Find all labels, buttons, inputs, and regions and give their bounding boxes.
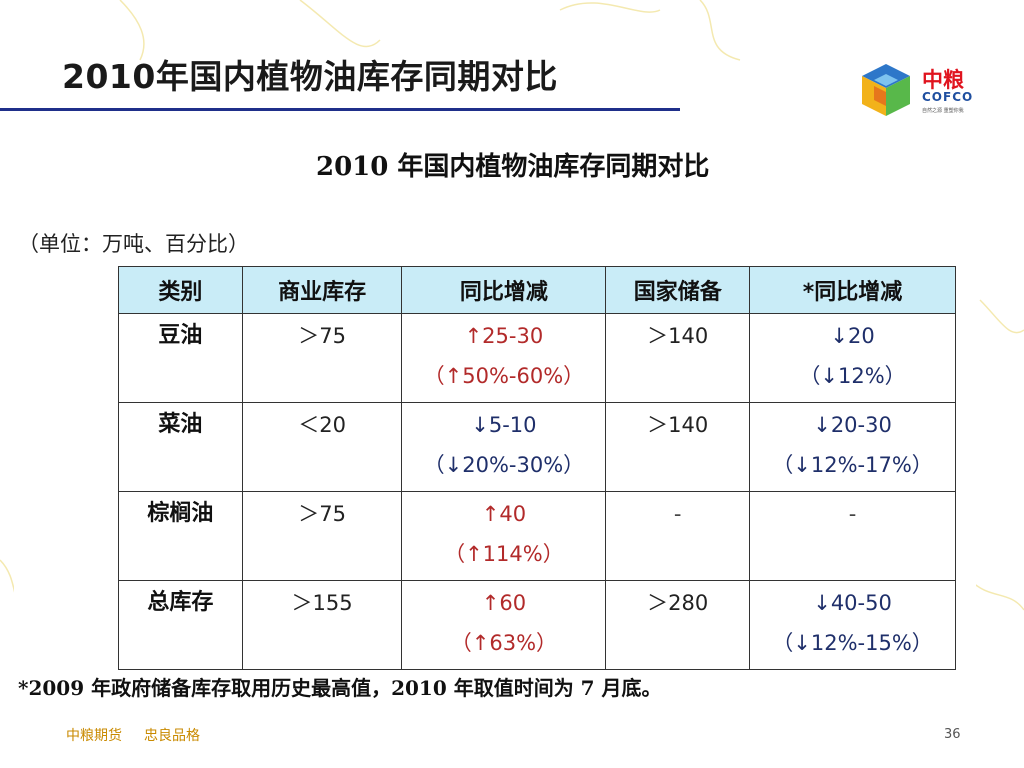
logo-tagline: 自然之源 重塑你我	[922, 108, 964, 114]
reserve-yoy-change-value: ↓40-50	[813, 591, 892, 615]
cofco-logo: 中粮 COFCO 自然之源 重塑你我	[856, 60, 976, 120]
commercial-stock-cell: ＜20	[241, 402, 403, 492]
inventory-table: 类别 商业库存 同比增减 国家储备 *同比增减 豆油 ＞75 ↑25-30 （↑5…	[118, 266, 956, 670]
yoy-change-cell: ↓5-10 （↓20%-30%）	[401, 402, 607, 492]
category-cell: 棕榈油	[118, 491, 243, 581]
yoy-change-value: ↑40	[481, 502, 527, 526]
state-reserve-cell: ＞140	[605, 402, 751, 492]
footer-slogan: 忠良品格	[144, 728, 200, 744]
yoy-change-cell: ↑40 （↑114%）	[401, 491, 607, 581]
header-yoy-change: 同比增减	[401, 266, 607, 314]
header-commercial-stock: 商业库存	[241, 266, 403, 314]
header-reserve-yoy-change: *同比增减	[749, 266, 956, 314]
yoy-change-percent: （↑114%）	[444, 542, 564, 566]
table-row: 豆油 ＞75 ↑25-30 （↑50%-60%） ＞140 ↓20 （↓12%）	[118, 313, 956, 403]
commercial-stock-cell: ＞75	[241, 313, 403, 403]
table-image: 2010 年国内植物油库存同期对比 （单位：万吨、百分比） 类别 商业库存 同比…	[14, 132, 976, 712]
page-number: 36	[944, 727, 961, 742]
table-title: 2010 年国内植物油库存同期对比	[316, 152, 710, 182]
category-cell: 总库存	[118, 580, 243, 670]
title-underline	[0, 108, 680, 111]
reserve-yoy-change-value: ↓20-30	[813, 413, 892, 437]
header-state-reserve: 国家储备	[605, 266, 751, 314]
category-label: 总库存	[147, 590, 214, 615]
yoy-change-percent: （↑50%-60%）	[423, 364, 585, 388]
yoy-change-cell: ↑25-30 （↑50%-60%）	[401, 313, 607, 403]
category-label: 菜油	[158, 412, 203, 437]
reserve-yoy-change-cell: -	[749, 491, 956, 581]
table-row: 菜油 ＜20 ↓5-10 （↓20%-30%） ＞140 ↓20-30 （↓12%-…	[118, 402, 956, 492]
footer: 中粮期货 忠良品格	[66, 725, 200, 745]
reserve-yoy-change-cell: ↓20-30 （↓12%-17%）	[749, 402, 956, 492]
reserve-yoy-change-value: -	[848, 502, 857, 526]
header-category: 类别	[118, 266, 243, 314]
state-reserve-cell: -	[605, 491, 751, 581]
commercial-stock-cell: ＞155	[241, 580, 403, 670]
table-row: 总库存 ＞155 ↑60 （↑63%） ＞280 ↓40-50 （↓12%-15%）	[118, 580, 956, 670]
yoy-change-value: ↓5-10	[471, 413, 537, 437]
footnote: *2009 年政府储备库存取用历史最高值，2010 年取值时间为 7 月底。	[18, 676, 662, 700]
reserve-yoy-change-cell: ↓40-50 （↓12%-15%）	[749, 580, 956, 670]
commercial-stock-value: ＞75	[298, 324, 346, 348]
yoy-change-percent: （↑63%）	[450, 631, 558, 655]
state-reserve-value: -	[673, 502, 682, 526]
logo-english-name: COFCO	[922, 90, 974, 104]
reserve-yoy-change-cell: ↓20 （↓12%）	[749, 313, 956, 403]
category-label: 棕榈油	[147, 501, 214, 526]
table-header-row: 类别 商业库存 同比增减 国家储备 *同比增减	[118, 266, 956, 314]
table-row: 棕榈油 ＞75 ↑40 （↑114%） - -	[118, 491, 956, 581]
yoy-change-value: ↑25-30	[464, 324, 544, 348]
state-reserve-value: ＞140	[647, 324, 709, 348]
footer-company: 中粮期货	[66, 728, 122, 744]
logo-chinese-name: 中粮	[922, 68, 964, 92]
yoy-change-percent: （↓20%-30%）	[423, 453, 585, 477]
slide-title: 2010年国内植物油库存同期对比	[62, 57, 558, 96]
commercial-stock-cell: ＞75	[241, 491, 403, 581]
reserve-yoy-change-percent: （↓12%-17%）	[772, 453, 933, 477]
reserve-yoy-change-percent: （↓12%-15%）	[772, 631, 933, 655]
category-cell: 豆油	[118, 313, 243, 403]
reserve-yoy-change-value: ↓20	[830, 324, 875, 348]
category-label: 豆油	[158, 323, 203, 348]
state-reserve-cell: ＞140	[605, 313, 751, 403]
category-cell: 菜油	[118, 402, 243, 492]
state-reserve-value: ＞140	[647, 413, 709, 437]
commercial-stock-value: ＞75	[298, 502, 346, 526]
commercial-stock-value: ＞155	[291, 591, 353, 615]
yoy-change-cell: ↑60 （↑63%）	[401, 580, 607, 670]
state-reserve-cell: ＞280	[605, 580, 751, 670]
commercial-stock-value: ＜20	[298, 413, 346, 437]
cofco-cube-icon	[862, 64, 910, 116]
state-reserve-value: ＞280	[647, 591, 709, 615]
yoy-change-value: ↑60	[481, 591, 527, 615]
reserve-yoy-change-percent: （↓12%）	[799, 364, 906, 388]
unit-label: （单位：万吨、百分比）	[18, 232, 249, 256]
